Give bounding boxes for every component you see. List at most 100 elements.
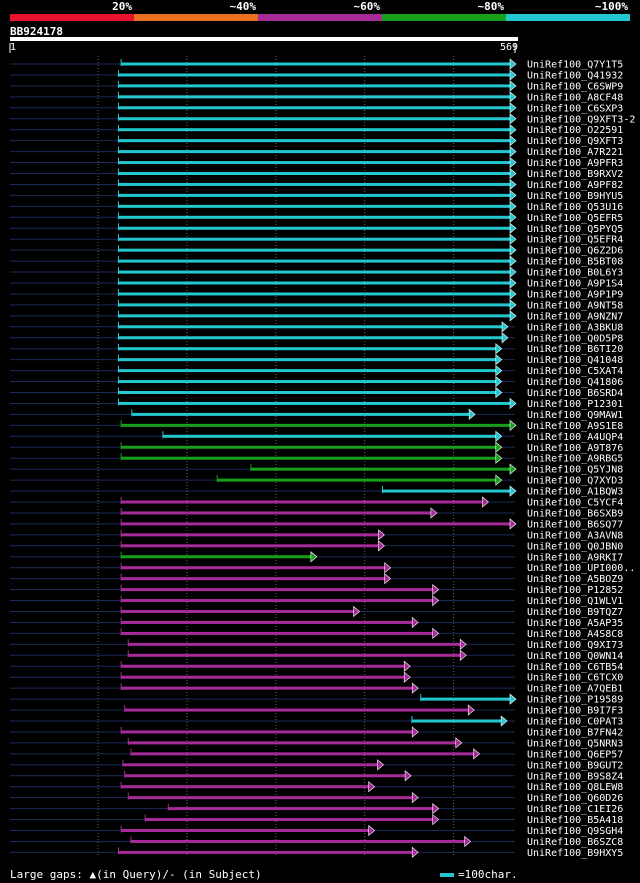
hit-bar[interactable] xyxy=(130,752,474,756)
hit-label[interactable]: UniRef100_Q9SGH4 xyxy=(527,826,623,837)
hit-bar[interactable] xyxy=(168,807,433,811)
hit-bar[interactable] xyxy=(121,730,413,734)
hit-label[interactable]: UniRef100_Q41048 xyxy=(527,355,623,366)
hit-bar[interactable] xyxy=(118,204,510,208)
hit-label[interactable]: UniRef100_Q9XFT3 xyxy=(527,136,623,147)
hit-bar[interactable] xyxy=(121,785,369,789)
hit-label[interactable]: UniRef100_Q41806 xyxy=(527,377,623,388)
hit-label[interactable]: UniRef100_A9S1E8 xyxy=(527,421,623,432)
hit-bar[interactable] xyxy=(121,423,511,427)
hit-label[interactable]: UniRef100_B9RXV2 xyxy=(527,169,623,180)
hit-label[interactable]: UniRef100_O22591 xyxy=(527,125,623,136)
hit-label[interactable]: UniRef100_B6SQ77 xyxy=(527,519,623,530)
hit-bar[interactable] xyxy=(118,117,510,121)
hit-label[interactable]: UniRef100_Q5EFR4 xyxy=(527,235,623,246)
hit-label[interactable]: UniRef100_Q1WLV1 xyxy=(527,596,623,607)
hit-bar[interactable] xyxy=(122,763,378,767)
hit-bar[interactable] xyxy=(118,193,510,197)
hit-bar[interactable] xyxy=(118,281,510,285)
hit-bar[interactable] xyxy=(121,829,369,832)
hit-label[interactable]: UniRef100_B7FN42 xyxy=(527,727,623,738)
hit-label[interactable]: UniRef100_B5BT08 xyxy=(527,257,623,268)
hit-bar[interactable] xyxy=(162,434,496,438)
hit-label[interactable]: UniRef100_Q0D5P8 xyxy=(527,333,623,344)
hit-label[interactable]: UniRef100_C6SWP9 xyxy=(527,81,623,92)
hit-label[interactable]: UniRef100_C5YCF4 xyxy=(527,498,623,509)
hit-bar[interactable] xyxy=(121,675,405,679)
hit-bar[interactable] xyxy=(250,467,510,471)
hit-label[interactable]: UniRef100_Q5YJN8 xyxy=(527,465,623,476)
hit-label[interactable]: UniRef100_A9PFR3 xyxy=(527,158,623,169)
hit-bar[interactable] xyxy=(124,774,406,778)
hit-bar[interactable] xyxy=(121,577,385,581)
hit-label[interactable]: UniRef100_C6TB54 xyxy=(527,662,623,673)
hit-bar[interactable] xyxy=(118,237,510,241)
hit-bar[interactable] xyxy=(121,445,496,449)
hit-label[interactable]: UniRef100_A3BKU8 xyxy=(527,322,623,333)
hit-bar[interactable] xyxy=(217,478,496,482)
hit-label[interactable]: UniRef100_Q60D26 xyxy=(527,793,623,804)
hit-label[interactable]: UniRef100_C1EI26 xyxy=(527,804,623,815)
hit-bar[interactable] xyxy=(118,380,496,384)
hit-label[interactable]: UniRef100_Q9XFT3-2 xyxy=(527,114,635,125)
hit-label[interactable]: UniRef100_C6TCX0 xyxy=(527,673,623,684)
hit-label[interactable]: UniRef100_P12852 xyxy=(527,585,623,596)
hit-bar[interactable] xyxy=(118,270,510,274)
hit-label[interactable]: UniRef100_B9S8Z4 xyxy=(527,771,623,782)
hit-bar[interactable] xyxy=(118,128,510,132)
hit-label[interactable]: UniRef100_A9NZN7 xyxy=(527,311,623,322)
hit-label[interactable]: UniRef100_B6SZC8 xyxy=(527,837,623,848)
hit-bar[interactable] xyxy=(118,215,510,219)
hit-bar[interactable] xyxy=(121,631,433,635)
hit-bar[interactable] xyxy=(121,588,433,592)
hit-bar[interactable] xyxy=(121,599,433,603)
hit-bar[interactable] xyxy=(124,708,469,712)
hit-bar[interactable] xyxy=(121,500,483,504)
hit-label[interactable]: UniRef100_A4UQP4 xyxy=(527,432,623,443)
hit-bar[interactable] xyxy=(118,106,510,110)
hit-label[interactable]: UniRef100_A9T876 xyxy=(527,443,623,454)
hit-bar[interactable] xyxy=(121,522,511,526)
hit-label[interactable]: UniRef100_B6TI20 xyxy=(527,344,623,355)
hit-bar[interactable] xyxy=(145,818,433,822)
hit-bar[interactable] xyxy=(121,664,405,668)
hit-label[interactable]: UniRef100_Q7Y1T5 xyxy=(527,60,623,71)
hit-label[interactable]: UniRef100_A9NT58 xyxy=(527,300,623,311)
hit-bar[interactable] xyxy=(118,161,510,165)
hit-label[interactable]: UniRef100_Q5PYQ5 xyxy=(527,224,623,235)
hit-label[interactable]: UniRef100_B6SXB9 xyxy=(527,508,623,519)
hit-label[interactable]: UniRef100_B9HYU5 xyxy=(527,191,623,202)
hit-label[interactable]: UniRef100_A7R221 xyxy=(527,147,623,158)
hit-bar[interactable] xyxy=(121,456,496,460)
hit-bar[interactable] xyxy=(118,172,510,175)
hit-bar[interactable] xyxy=(118,226,510,230)
hit-label[interactable]: UniRef100_A5AP35 xyxy=(527,618,623,629)
hit-bar[interactable] xyxy=(118,303,510,307)
hit-bar[interactable] xyxy=(118,325,502,329)
hit-label[interactable]: UniRef100_A7QEB1 xyxy=(527,684,623,695)
hit-bar[interactable] xyxy=(128,741,456,745)
hit-label[interactable]: UniRef100_B0L6Y3 xyxy=(527,268,623,279)
hit-label[interactable]: UniRef100_A1BQW3 xyxy=(527,487,623,498)
hit-label[interactable]: UniRef100_Q6Z2D6 xyxy=(527,246,623,257)
hit-bar[interactable] xyxy=(121,610,354,613)
hit-bar[interactable] xyxy=(131,412,470,416)
hit-bar[interactable] xyxy=(121,620,413,624)
hit-label[interactable]: UniRef100_A5BOZ9 xyxy=(527,574,623,585)
hit-bar[interactable] xyxy=(118,248,510,252)
hit-bar[interactable] xyxy=(121,544,379,548)
hit-label[interactable]: UniRef100_B9HXY5 xyxy=(527,848,623,859)
hit-bar[interactable] xyxy=(118,84,510,88)
hit-label[interactable]: UniRef100_Q5NRN3 xyxy=(527,738,623,749)
hit-bar[interactable] xyxy=(118,95,510,99)
hit-bar[interactable] xyxy=(118,850,413,854)
hit-bar[interactable] xyxy=(420,697,510,701)
hit-label[interactable]: UniRef100_Q9XI73 xyxy=(527,640,623,651)
hit-bar[interactable] xyxy=(121,511,431,515)
hit-bar[interactable] xyxy=(118,292,510,296)
hit-bar[interactable] xyxy=(118,73,510,77)
hit-label[interactable]: UniRef100_A4S8C8 xyxy=(527,629,623,640)
hit-label[interactable]: UniRef100_P12301 xyxy=(527,399,623,410)
hit-bar[interactable] xyxy=(118,336,502,340)
hit-label[interactable]: UniRef100_A9PF82 xyxy=(527,180,623,191)
